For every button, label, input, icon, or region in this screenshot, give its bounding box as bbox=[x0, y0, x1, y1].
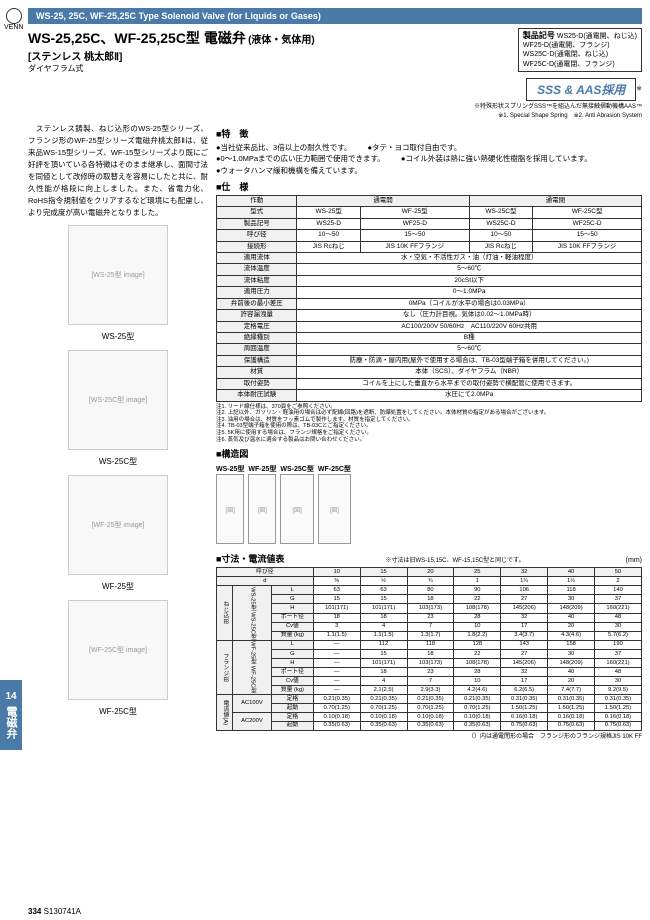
struct-title: ■構造図 bbox=[216, 447, 642, 460]
product-code-item: WF25C-D(通電閉、フランジ) bbox=[523, 61, 615, 68]
product-image: [WF-25型 image] bbox=[68, 475, 168, 575]
features-title: ■特 徴 bbox=[216, 127, 642, 140]
structure-diagram: [図] bbox=[248, 474, 276, 544]
feature-item: ●コイル外装は熱に強い熱硬化性樹脂を採用しています。 bbox=[401, 153, 592, 164]
image-label: WS-25型 bbox=[28, 331, 208, 342]
header-bar: WS-25, 25C, WF-25,25C Type Solenoid Valv… bbox=[28, 8, 642, 24]
sss-note: ※1. Special Shape Spring ※2. Anti Abrasi… bbox=[28, 110, 642, 119]
title-main: WS-25,25C、WF-25,25C型 電磁弁 bbox=[28, 30, 246, 46]
structure-diagram: [図] bbox=[318, 474, 351, 544]
feature-item: ●ウォータハンマ緩和機構を備えています。 bbox=[216, 165, 642, 176]
product-codes-box: 製品記号 WS25-D(通電開、ねじ込) WF25-D(通電開、フランジ) WS… bbox=[518, 28, 642, 72]
page-number: 334 bbox=[28, 907, 41, 916]
doc-id: S130741A bbox=[44, 907, 81, 916]
dim-note: ※寸法は旧WS-15,15C、WF-15,15C型と同じです。 bbox=[386, 555, 525, 564]
image-label: WS-25C型 bbox=[28, 456, 208, 467]
dim-title: ■寸法・電流値表 bbox=[216, 552, 284, 565]
spec-notes: 注1. リード線仕様は、370頁をご参照ください。注2. 上記以外、ガソリン・軽… bbox=[216, 404, 642, 444]
feature-item: ●当社従来品比、3倍以上の耐久性です。 bbox=[216, 142, 351, 153]
product-code-item: WF25-D(通電開、フランジ) bbox=[523, 42, 610, 49]
intro-text: ステンレス鋳製、ねじ込形のWS-25型シリーズ、フランジ形のWF-25型シリーズ… bbox=[28, 123, 208, 219]
spec-table: 作動通電開通電閉 型式WS-25型WF-25型WS-25C型WF-25C型 製品… bbox=[216, 195, 642, 402]
product-codes-label: 製品記号 bbox=[523, 31, 555, 40]
title-suffix: (液体・気体用) bbox=[248, 35, 315, 46]
dim-unit: (mm) bbox=[626, 557, 642, 564]
product-code-item: WS25C-D(通電閉、ねじ込) bbox=[523, 51, 608, 58]
side-tab-text: 電磁弁 bbox=[3, 706, 19, 739]
product-code-item: WS25-D(通電開、ねじ込) bbox=[557, 33, 637, 40]
spec-title: ■仕 様 bbox=[216, 180, 642, 193]
brand-logo: VENN bbox=[4, 8, 23, 31]
product-image: [WS-25C型 image] bbox=[68, 350, 168, 450]
dimension-table: 呼び径10152025324050 d⅜½¾11¼1½2 ねじ込形WS-25型 … bbox=[216, 567, 642, 731]
feature-item: ●0～1.0MPaまでの広い圧力範囲で使用できます。 bbox=[216, 153, 385, 164]
title-note: ダイヤフラム式 bbox=[28, 63, 315, 74]
title-sub: [ステンレス 桃太郎Ⅱ] bbox=[28, 48, 315, 63]
side-tab: 14 電磁弁 bbox=[0, 680, 22, 750]
structure-diagram: [図] bbox=[280, 474, 313, 544]
product-image: [WS-25型 image] bbox=[68, 225, 168, 325]
image-label: WF-25型 bbox=[28, 581, 208, 592]
structure-diagram: [図] bbox=[216, 474, 244, 544]
sss-note: ※特殊形状スプリングSSS™を組込んだ無接触摺動機構AAS™ bbox=[28, 101, 642, 110]
side-tab-num: 14 bbox=[5, 691, 16, 702]
sss-banner: SSS & AAS採用 bbox=[526, 78, 636, 101]
brand-name: VENN bbox=[4, 24, 23, 31]
dim-footnote: （）内は通電閉形の場合 フランジ形のフランジ規格JIS 10K FF bbox=[216, 731, 642, 740]
page-footer: 334 S130741A bbox=[28, 907, 81, 916]
feature-item: ●タテ・ヨコ取付自由です。 bbox=[367, 142, 461, 153]
product-image: [WF-25C型 image] bbox=[68, 600, 168, 700]
image-label: WF-25C型 bbox=[28, 706, 208, 717]
